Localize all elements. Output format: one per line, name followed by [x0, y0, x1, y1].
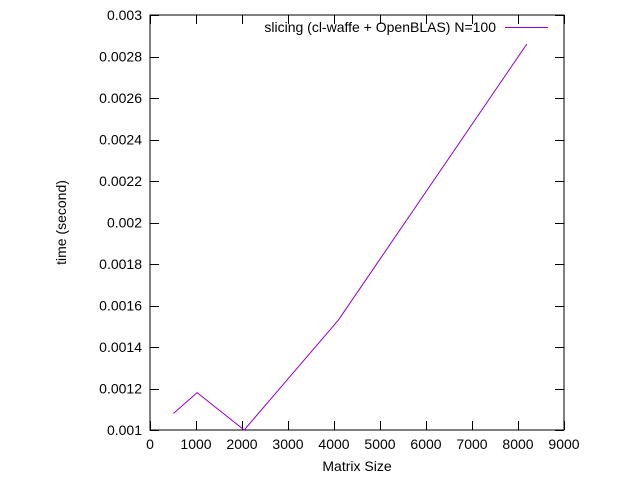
x-tick-label: 6000 — [410, 436, 441, 452]
axis-ticks: 0 1000 2000 3000 4000 5000 6000 7000 8000 9000 0.0… — [99, 7, 580, 452]
x-tick-label: 8000 — [502, 436, 533, 452]
y-tick-label: 0.001 — [107, 422, 142, 438]
y-tick-label: 0.0026 — [99, 90, 142, 106]
legend-label: slicing (cl-waffe + OpenBLAS) N=100 — [264, 19, 496, 35]
x-tick-label: 2000 — [226, 436, 257, 452]
legend: slicing (cl-waffe + OpenBLAS) N=100 — [264, 19, 548, 35]
y-tick-label: 0.0012 — [99, 381, 142, 397]
y-tick-label: 0.0024 — [99, 132, 142, 148]
series-lines — [173, 43, 528, 431]
plot-frame — [149, 14, 565, 431]
series-line-0 — [173, 43, 528, 431]
y-tick-label: 0.003 — [107, 7, 142, 23]
x-tick-label: 4000 — [318, 436, 349, 452]
x-tick-label: 3000 — [272, 436, 303, 452]
y-tick-label: 0.0018 — [99, 256, 142, 272]
x-tick-label: 9000 — [548, 436, 579, 452]
y-tick-label: 0.0022 — [99, 173, 142, 189]
y-tick-label: 0.002 — [107, 215, 142, 231]
x-tick-label: 0 — [146, 436, 154, 452]
plot-border — [149, 14, 565, 431]
y-axis-title: time (second) — [53, 180, 69, 265]
x-tick-label: 1000 — [180, 436, 211, 452]
x-tick-label: 7000 — [456, 436, 487, 452]
y-tick-label: 0.0014 — [99, 339, 142, 355]
y-tick-label: 0.0028 — [99, 49, 142, 65]
x-axis-title: Matrix Size — [322, 458, 391, 474]
y-tick-label: 0.0016 — [99, 298, 142, 314]
x-tick-label: 5000 — [364, 436, 395, 452]
